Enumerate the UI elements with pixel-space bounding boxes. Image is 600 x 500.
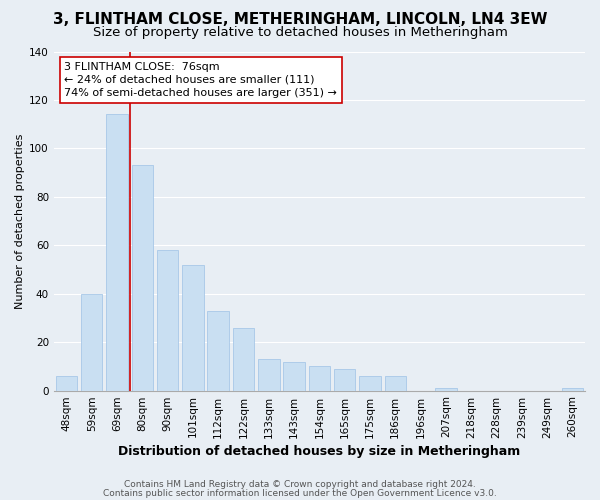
Bar (385, 376, 406, 390)
Bar (157, 250, 178, 390)
Bar (131, 166, 153, 390)
Bar (258, 359, 280, 390)
Bar (233, 328, 254, 390)
Bar (81, 294, 103, 390)
Bar (283, 362, 305, 390)
X-axis label: Distribution of detached houses by size in Metheringham: Distribution of detached houses by size … (118, 444, 521, 458)
Bar (208, 310, 229, 390)
Bar (334, 369, 355, 390)
Bar (562, 388, 583, 390)
Text: Size of property relative to detached houses in Metheringham: Size of property relative to detached ho… (92, 26, 508, 39)
Y-axis label: Number of detached properties: Number of detached properties (15, 134, 25, 308)
Text: Contains HM Land Registry data © Crown copyright and database right 2024.: Contains HM Land Registry data © Crown c… (124, 480, 476, 489)
Text: 3 FLINTHAM CLOSE:  76sqm
← 24% of detached houses are smaller (111)
74% of semi-: 3 FLINTHAM CLOSE: 76sqm ← 24% of detache… (64, 62, 337, 98)
Text: Contains public sector information licensed under the Open Government Licence v3: Contains public sector information licen… (103, 488, 497, 498)
Bar (359, 376, 381, 390)
Bar (56, 376, 77, 390)
Bar (182, 264, 203, 390)
Bar (435, 388, 457, 390)
Bar (308, 366, 330, 390)
Text: 3, FLINTHAM CLOSE, METHERINGHAM, LINCOLN, LN4 3EW: 3, FLINTHAM CLOSE, METHERINGHAM, LINCOLN… (53, 12, 547, 28)
Bar (106, 114, 128, 390)
